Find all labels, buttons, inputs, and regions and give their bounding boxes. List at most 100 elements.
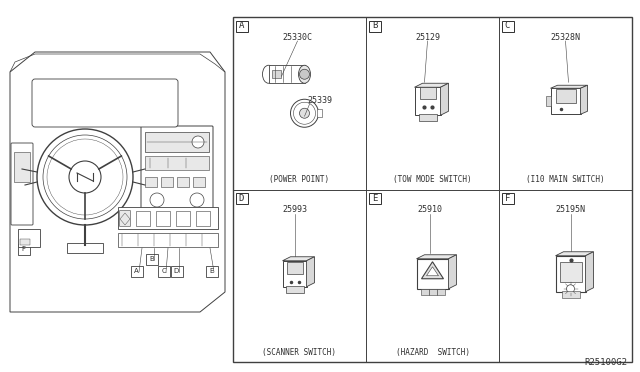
Bar [136,211,150,226]
Bar [285,286,303,293]
FancyBboxPatch shape [369,193,381,204]
Bar [417,259,449,289]
Circle shape [37,129,133,225]
Bar [177,177,189,187]
FancyBboxPatch shape [369,20,381,32]
Circle shape [192,136,204,148]
Bar [161,177,173,187]
Text: B: B [149,256,154,262]
Ellipse shape [298,65,310,83]
Circle shape [291,99,319,127]
Bar [176,211,190,226]
Circle shape [190,193,204,207]
Text: 25129: 25129 [415,32,440,42]
FancyBboxPatch shape [120,211,131,227]
Polygon shape [415,83,449,87]
Bar [436,289,445,295]
Bar [233,17,632,362]
Text: 25993: 25993 [282,205,307,214]
Bar [145,156,209,170]
Text: E: E [372,194,377,203]
Text: D: D [239,194,244,203]
Bar [17,169,27,187]
Text: (HAZARD  SWITCH): (HAZARD SWITCH) [396,347,470,356]
Text: C: C [161,268,166,274]
Bar [429,289,436,295]
Text: A: A [134,268,139,274]
Bar [67,243,103,253]
Text: D: D [174,268,179,274]
Polygon shape [556,252,593,256]
Bar [145,177,157,187]
Polygon shape [586,252,593,292]
FancyBboxPatch shape [236,193,248,204]
Bar [193,177,205,187]
FancyBboxPatch shape [11,143,33,225]
Bar [14,152,30,182]
Polygon shape [550,85,588,88]
Polygon shape [440,83,449,115]
Bar [18,229,40,247]
Polygon shape [307,257,314,287]
Polygon shape [282,257,314,261]
Polygon shape [417,255,456,259]
Text: (SCANNER SWITCH): (SCANNER SWITCH) [262,347,337,356]
Text: E: E [209,268,214,274]
Bar [415,87,440,115]
Bar [419,114,436,121]
Text: F: F [22,246,26,252]
FancyBboxPatch shape [205,266,218,276]
Circle shape [69,161,101,193]
Bar [145,132,209,152]
Bar [118,207,218,229]
Bar [420,289,429,295]
Circle shape [300,69,310,79]
FancyBboxPatch shape [17,244,29,254]
Text: A: A [239,22,244,31]
Text: (POWER POINT): (POWER POINT) [269,175,330,184]
Circle shape [150,193,164,207]
Bar [118,233,218,247]
Bar [545,96,550,106]
FancyBboxPatch shape [131,266,143,276]
FancyBboxPatch shape [141,126,213,218]
Bar [145,169,155,187]
Bar [419,87,435,99]
Bar [196,211,210,226]
Text: (I10 MAIN SWITCH): (I10 MAIN SWITCH) [526,175,605,184]
Bar [156,211,170,226]
Bar [561,291,579,298]
Bar [282,261,307,287]
Polygon shape [422,262,444,279]
FancyBboxPatch shape [170,266,182,276]
FancyBboxPatch shape [502,193,513,204]
Bar [556,89,575,103]
Bar [20,239,30,245]
Text: 25330C: 25330C [282,32,312,42]
Text: (TOW MODE SWITCH): (TOW MODE SWITCH) [393,175,472,184]
Text: 25339: 25339 [307,96,332,105]
Text: R25100G2: R25100G2 [584,358,627,367]
Bar [317,109,321,117]
Circle shape [566,285,575,293]
FancyBboxPatch shape [502,20,513,32]
FancyBboxPatch shape [145,253,157,264]
FancyBboxPatch shape [157,266,170,276]
Text: C: C [505,22,510,31]
Bar [556,256,586,292]
FancyBboxPatch shape [236,20,248,32]
Bar [269,65,305,83]
Circle shape [300,108,310,118]
Bar [271,70,280,78]
Polygon shape [580,85,588,114]
Text: 25328N: 25328N [550,32,580,42]
Ellipse shape [262,65,275,83]
Circle shape [81,98,109,126]
Text: F: F [505,194,510,203]
Polygon shape [10,52,225,312]
Bar [287,262,303,274]
FancyBboxPatch shape [32,79,178,127]
Text: 25910: 25910 [417,205,442,214]
Bar [559,262,582,282]
Text: B: B [372,22,377,31]
